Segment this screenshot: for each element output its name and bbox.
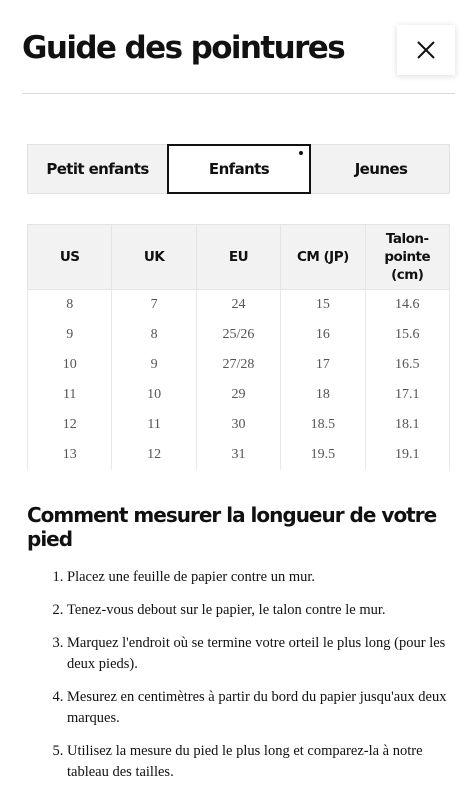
table-cell: 8 — [26, 289, 113, 320]
table-row: 13 12 31 19.5 19.1 — [26, 440, 451, 470]
size-table: US UK EU CM (JP) Talon-pointe (cm) 8 7 24 15 14.… — [26, 224, 451, 470]
table-cell: 18 — [280, 380, 366, 410]
table-cell: 18.1 — [364, 410, 451, 440]
tab-bar: Petit enfants Enfants Jeunes — [27, 144, 450, 194]
table-cell: 19.1 — [364, 440, 451, 470]
table-cell: 12 — [26, 410, 113, 440]
table-cell: 10 — [26, 350, 113, 380]
table-cell: 18.5 — [280, 410, 366, 440]
step: Tenez-vous debout sur le papier, le talo… — [67, 600, 467, 621]
table-cell: 11 — [26, 380, 113, 410]
table-cell: 10 — [111, 380, 197, 410]
table-cell: 17 — [280, 350, 366, 380]
step: Marquez l'endroit où se termine votre or… — [67, 633, 467, 675]
table-cell: 9 — [26, 320, 113, 350]
step: Mesurez en centimètres à partir du bord … — [67, 687, 467, 729]
column-header: CM (JP) — [280, 224, 366, 290]
table-row: 9 8 25/26 16 15.6 — [26, 320, 451, 350]
page-title: Guide des pointures — [22, 30, 346, 66]
step: Utilisez la mesure du pied le plus long … — [67, 741, 467, 783]
table-cell: 7 — [111, 289, 197, 320]
table-cell: 11 — [111, 410, 197, 440]
divider — [22, 93, 455, 94]
table-cell: 25/26 — [195, 320, 282, 350]
table-cell: 17.1 — [364, 380, 451, 410]
table-cell: 27/28 — [195, 350, 282, 380]
instructions-title: Comment mesurer la longueur de votre pie… — [27, 503, 437, 551]
column-header: US — [26, 224, 113, 290]
table-row: 10 9 27/28 17 16.5 — [26, 350, 451, 380]
table-cell: 24 — [195, 289, 282, 320]
column-header: EU — [195, 224, 282, 290]
table-cell: 31 — [195, 440, 282, 470]
table-cell: 13 — [26, 440, 113, 470]
tab-indicator-dot — [299, 151, 303, 155]
table-cell: 9 — [111, 350, 197, 380]
tab[interactable]: Petit enfants — [46, 160, 149, 178]
table-row: 8 7 24 15 14.6 — [26, 289, 451, 320]
table-cell: 19.5 — [280, 440, 366, 470]
close-button[interactable] — [397, 25, 455, 75]
table-cell: 29 — [195, 380, 282, 410]
steps-list: Placez une feuille de papier contre un m… — [27, 567, 467, 795]
table-cell: 15.6 — [364, 320, 451, 350]
table-cell: 16 — [280, 320, 366, 350]
column-header: UK — [111, 224, 197, 290]
column-header: Talon-pointe (cm) — [364, 224, 451, 290]
step: Placez une feuille de papier contre un m… — [67, 567, 467, 588]
close-icon — [417, 41, 435, 59]
table-cell: 16.5 — [364, 350, 451, 380]
table-cell: 15 — [280, 289, 366, 320]
tab[interactable]: Jeunes — [354, 160, 408, 178]
table-cell: 8 — [111, 320, 197, 350]
table-row: 11 10 29 18 17.1 — [26, 380, 451, 410]
table-cell: 12 — [111, 440, 197, 470]
table-cell: 30 — [195, 410, 282, 440]
table-cell: 14.6 — [364, 289, 451, 320]
tab[interactable]: Enfants — [167, 144, 311, 194]
table-row: 12 11 30 18.5 18.1 — [26, 410, 451, 440]
